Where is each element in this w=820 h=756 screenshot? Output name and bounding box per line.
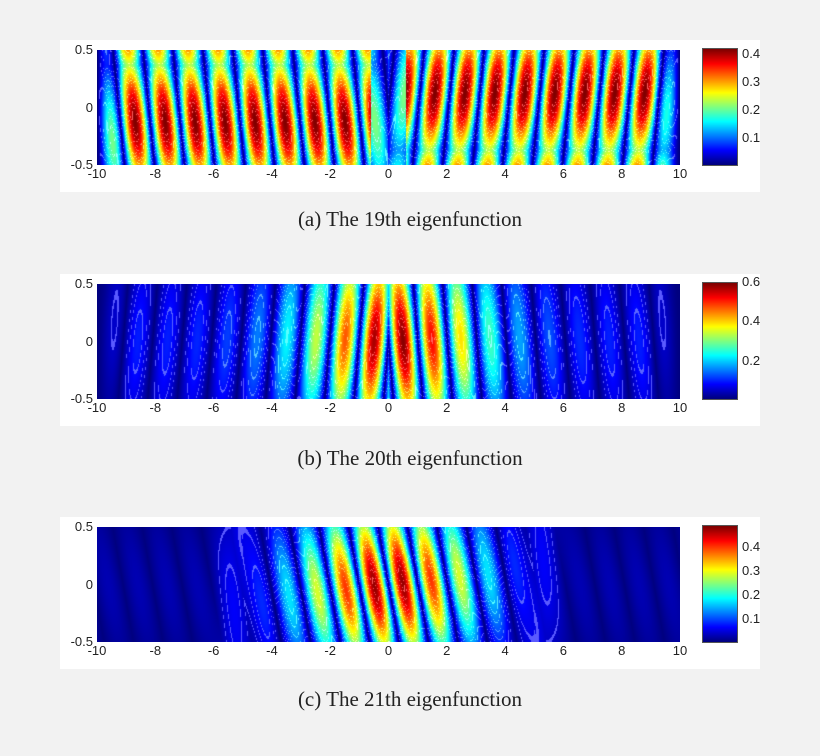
x-tick-label: -2 — [324, 400, 336, 415]
x-tick-label: 0 — [384, 643, 393, 658]
colorbar-tick-label: 0.4 — [742, 313, 761, 329]
x-tick-label: 0 — [384, 166, 393, 181]
y-tick-label: 0.5 — [74, 276, 93, 291]
x-tick-label: 4 — [501, 643, 509, 658]
colorbar-tick-label: 0.1 — [742, 610, 761, 626]
heatmap-b — [97, 284, 680, 399]
colorbar-tick-label: 0.6 — [742, 274, 761, 289]
caption-b: (b) The 20th eigenfunction — [297, 446, 523, 470]
x-tick-label: -8 — [149, 400, 162, 415]
x-tick-label: 6 — [559, 400, 568, 415]
y-tick-label: 0 — [85, 333, 93, 349]
x-tick-label: -2 — [324, 166, 336, 181]
x-tick-label: -8 — [149, 643, 162, 658]
colorbar-c — [702, 525, 738, 643]
x-tick-label: -4 — [266, 400, 278, 415]
y-tick-label: -0.5 — [70, 634, 93, 649]
colorbar-tick-label: 0.4 — [742, 538, 761, 554]
x-tick-label: 8 — [618, 643, 626, 658]
x-tick-label: -10 — [87, 400, 107, 415]
y-tick-label: 0 — [85, 576, 93, 592]
y-tick-label: -0.5 — [70, 157, 93, 172]
panel-b: -10 -8 -6 -4 -2 0 2 4 6 8 10 0.5 0 -0.5 0.2 0.4 0.6 — [60, 274, 760, 426]
x-tick-label: 10 — [672, 166, 688, 181]
x-tick-label: 6 — [559, 166, 568, 181]
x-tick-label: 4 — [501, 400, 509, 415]
x-tick-label: -10 — [87, 643, 107, 658]
x-tick-label: -6 — [207, 166, 220, 181]
y-tick-label: 0.5 — [74, 42, 93, 57]
colorbar-tick-label: 0.3 — [742, 562, 761, 578]
panel-a: -10 -8 -6 -4 -2 0 2 4 6 8 10 0.5 0 -0.5 0.1 0.2 0.3 0.4 — [60, 40, 760, 192]
y-tick-label: 0.5 — [74, 519, 93, 534]
colorbar-tick-label: 0.1 — [742, 129, 761, 145]
x-tick-label: 10 — [672, 400, 688, 415]
x-tick-label: 2 — [443, 400, 451, 415]
x-tick-label: 10 — [672, 643, 688, 658]
colorbar-tick-label: 0.2 — [742, 101, 761, 117]
heatmap-c — [97, 527, 680, 642]
colorbar-tick-label: 0.2 — [742, 352, 761, 368]
heatmap-a — [97, 50, 680, 165]
colorbar-a — [702, 48, 738, 166]
colorbar-tick-label: 0.2 — [742, 586, 761, 602]
x-tick-label: 0 — [384, 400, 393, 415]
colorbar-tick-label: 0.3 — [742, 73, 761, 89]
colorbar-b — [702, 282, 738, 400]
y-tick-label: -0.5 — [70, 391, 93, 406]
colorbar-tick-label: 0.4 — [742, 45, 761, 61]
y-tick-label: 0 — [85, 99, 93, 115]
x-tick-label: -6 — [207, 643, 220, 658]
caption-a: (a) The 19th eigenfunction — [297, 207, 523, 231]
x-tick-label: 6 — [559, 643, 568, 658]
x-tick-label: 8 — [618, 166, 626, 181]
caption-c: (c) The 21th eigenfunction — [297, 687, 523, 711]
x-tick-label: 8 — [618, 400, 626, 415]
x-tick-label: -6 — [207, 400, 220, 415]
x-tick-label: -10 — [87, 166, 107, 181]
x-tick-label: -8 — [149, 166, 162, 181]
panel-c: -10 -8 -6 -4 -2 0 2 4 6 8 10 0.5 0 -0.5 0.1 0.2 0.3 0.4 — [60, 517, 760, 669]
x-tick-label: 2 — [443, 643, 451, 658]
x-tick-label: -4 — [266, 166, 278, 181]
x-tick-label: 4 — [501, 166, 509, 181]
x-tick-label: -4 — [266, 643, 278, 658]
x-tick-label: -2 — [324, 643, 336, 658]
x-tick-label: 2 — [443, 166, 451, 181]
